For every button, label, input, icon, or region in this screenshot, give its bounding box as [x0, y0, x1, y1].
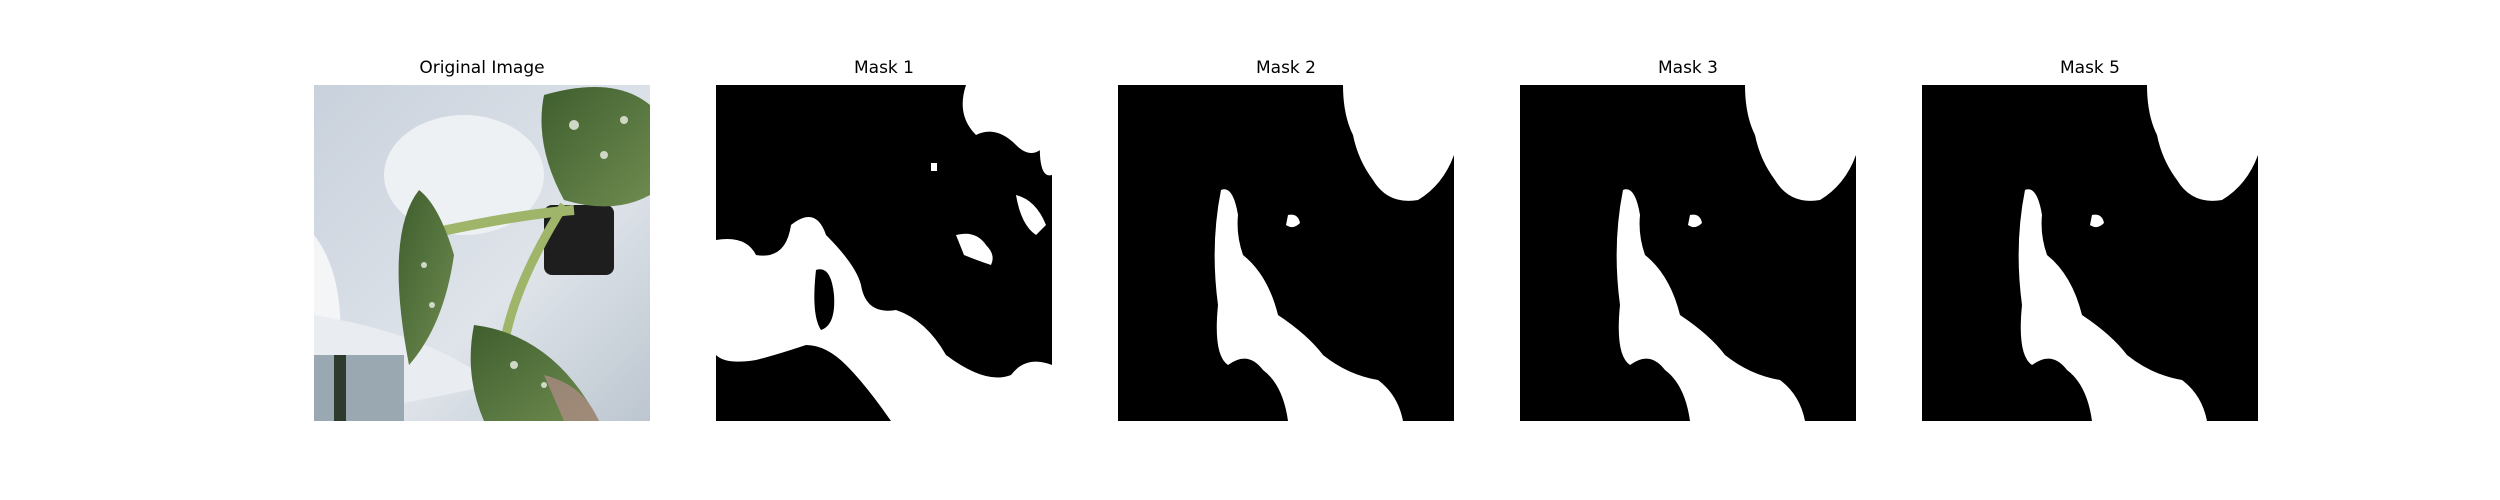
panel-title-mask-1: Mask 1	[853, 58, 914, 78]
original-plant-photo	[314, 85, 650, 421]
mask-5-image	[1922, 85, 2258, 421]
mask-1-panel	[716, 85, 1052, 421]
mask-3-panel	[1520, 85, 1856, 421]
original-image-panel	[314, 85, 650, 421]
panel-title-mask-3: Mask 3	[1657, 58, 1718, 78]
panel-title-mask-5: Mask 5	[2059, 58, 2120, 78]
mask-1-image	[716, 85, 1052, 421]
mask-5-panel	[1922, 85, 2258, 421]
mask-2-image	[1118, 85, 1454, 421]
panel-title-mask-2: Mask 2	[1255, 58, 1316, 78]
mask-3-image	[1520, 85, 1856, 421]
mask-2-panel	[1118, 85, 1454, 421]
panel-title-original-image: Original Image	[419, 58, 545, 78]
